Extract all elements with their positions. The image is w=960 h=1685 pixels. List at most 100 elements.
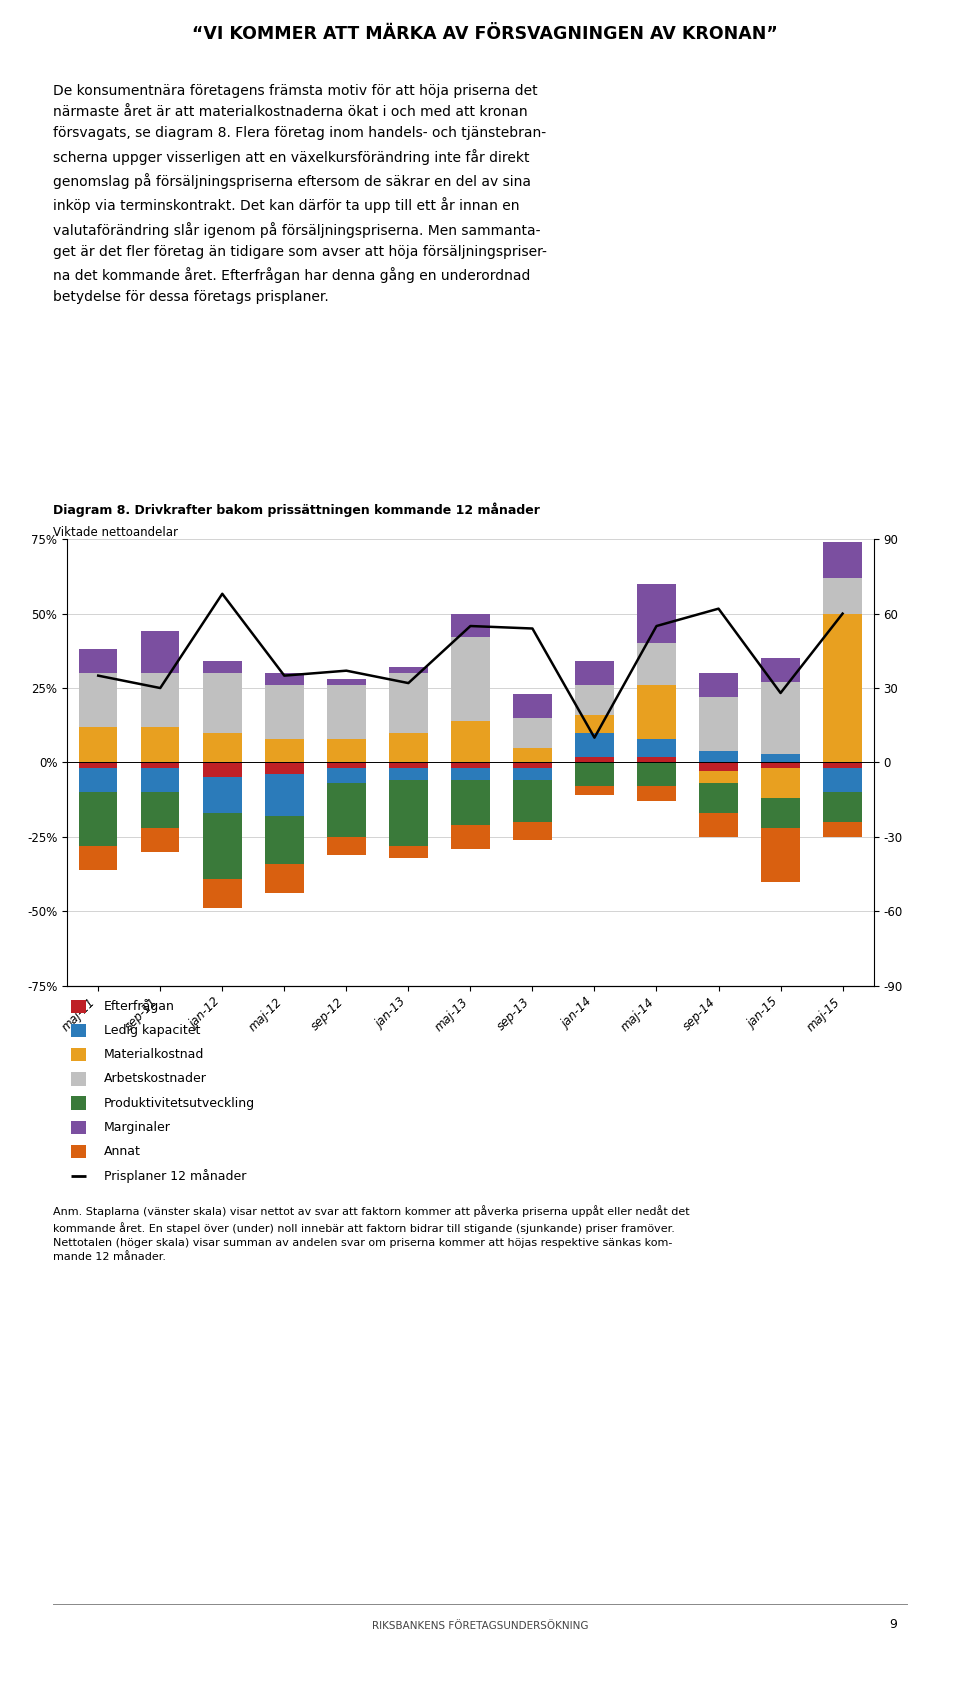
Bar [327, 679, 366, 686]
Bar [265, 763, 303, 775]
Bar [71, 999, 86, 1013]
Bar [514, 822, 552, 839]
Bar [204, 763, 242, 777]
Bar [265, 738, 303, 763]
Text: Produktivitetsutveckling: Produktivitetsutveckling [104, 1097, 255, 1110]
Bar [637, 757, 676, 763]
Bar [575, 686, 613, 714]
Bar [204, 661, 242, 674]
Bar [637, 644, 676, 686]
Bar [824, 763, 862, 768]
Text: Anm. Staplarna (vänster skala) visar nettot av svar att faktorn kommer att påver: Anm. Staplarna (vänster skala) visar net… [53, 1205, 689, 1262]
Bar [141, 827, 180, 853]
Bar [451, 826, 490, 849]
Bar [327, 784, 366, 837]
Bar [389, 846, 427, 858]
Bar [141, 768, 180, 792]
Bar [265, 864, 303, 893]
Bar [79, 792, 117, 846]
Bar [327, 763, 366, 768]
Bar [514, 694, 552, 718]
Bar [575, 661, 613, 686]
Bar [514, 763, 552, 768]
Bar [141, 632, 180, 674]
Bar [71, 1048, 86, 1062]
Bar [761, 659, 800, 682]
Bar [79, 726, 117, 763]
Bar [451, 768, 490, 780]
Bar [204, 814, 242, 878]
Bar [514, 780, 552, 822]
Bar [699, 674, 737, 698]
Bar [389, 768, 427, 780]
Bar [637, 763, 676, 787]
Bar [575, 757, 613, 763]
Bar [79, 649, 117, 674]
Text: Prisplaner 12 månader: Prisplaner 12 månader [104, 1169, 247, 1183]
Bar [204, 733, 242, 763]
Text: Diagram 8. Drivkrafter bakom prissättningen kommande 12 månader: Diagram 8. Drivkrafter bakom prissättnin… [53, 502, 540, 517]
Text: 9: 9 [890, 1618, 898, 1631]
Bar [265, 674, 303, 686]
Bar [71, 1072, 86, 1085]
Bar [265, 686, 303, 738]
Bar [79, 846, 117, 869]
Bar [575, 733, 613, 757]
Bar [71, 1144, 86, 1158]
Bar [575, 787, 613, 795]
Bar [141, 763, 180, 768]
Bar [265, 775, 303, 816]
Bar [327, 837, 366, 854]
Text: Viktade nettoandelar: Viktade nettoandelar [53, 526, 178, 539]
Bar [327, 738, 366, 763]
Text: Annat: Annat [104, 1146, 141, 1158]
Bar [514, 748, 552, 763]
Bar [824, 578, 862, 613]
Bar [389, 667, 427, 674]
Bar [824, 822, 862, 837]
Bar [451, 721, 490, 763]
Bar [824, 543, 862, 578]
Bar [637, 787, 676, 800]
Bar [761, 682, 800, 753]
Text: Efterfrågan: Efterfrågan [104, 999, 175, 1013]
Bar [637, 738, 676, 757]
Bar [761, 827, 800, 881]
Bar [824, 768, 862, 792]
Bar [637, 686, 676, 738]
Bar [514, 718, 552, 748]
Bar [141, 674, 180, 726]
Bar [699, 750, 737, 763]
Bar [451, 613, 490, 637]
Bar [575, 714, 613, 733]
Bar [204, 674, 242, 733]
Bar [575, 763, 613, 787]
Bar [71, 1097, 86, 1110]
Bar [389, 733, 427, 763]
Bar [204, 878, 242, 908]
Bar [514, 768, 552, 780]
Bar [761, 763, 800, 768]
Bar [79, 763, 117, 768]
Bar [79, 768, 117, 792]
Text: Marginaler: Marginaler [104, 1121, 171, 1134]
Text: “VI KOMMER ATT MÄRKA AV FÖRSVAGNINGEN AV KRONAN”: “VI KOMMER ATT MÄRKA AV FÖRSVAGNINGEN AV… [192, 25, 778, 44]
Bar [389, 780, 427, 846]
Bar [79, 674, 117, 726]
Text: Ledig kapacitet: Ledig kapacitet [104, 1024, 201, 1036]
Bar [699, 814, 737, 837]
Text: De konsumentnära företagens främsta motiv för att höja priserna det
närmaste åre: De konsumentnära företagens främsta moti… [53, 84, 546, 305]
Bar [71, 1024, 86, 1038]
Bar [637, 585, 676, 644]
Text: Arbetskostnader: Arbetskostnader [104, 1072, 206, 1085]
Bar [824, 613, 862, 763]
Bar [141, 792, 180, 827]
Bar [699, 698, 737, 750]
Bar [761, 799, 800, 827]
Bar [389, 763, 427, 768]
Bar [761, 753, 800, 763]
Bar [204, 777, 242, 814]
Bar [451, 780, 490, 826]
Bar [71, 1121, 86, 1134]
Bar [451, 763, 490, 768]
